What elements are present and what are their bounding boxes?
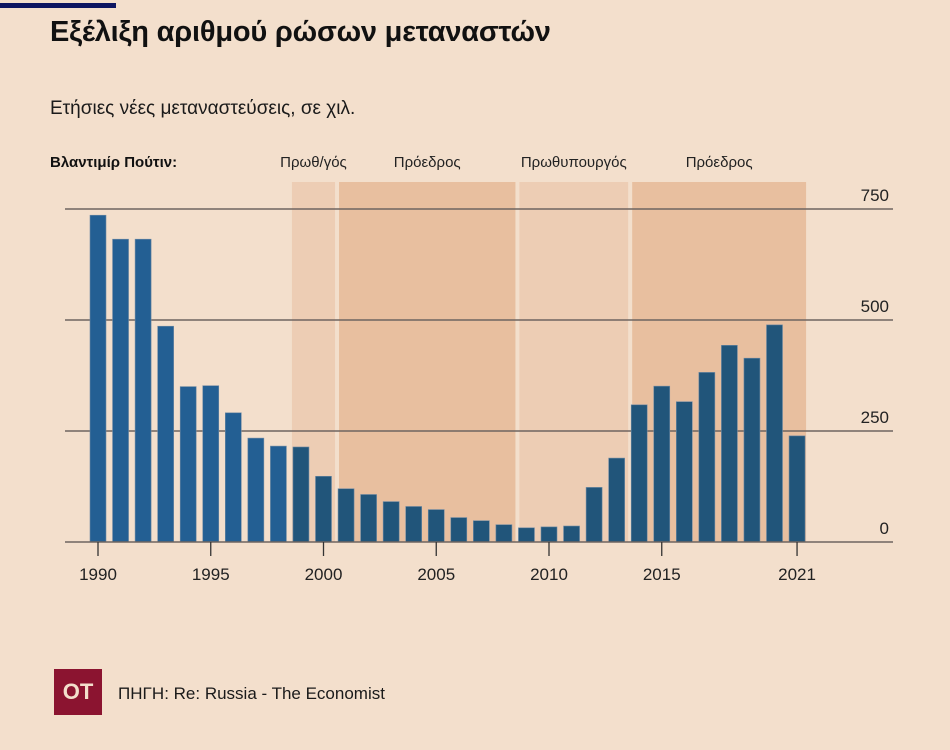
bar-2020 bbox=[766, 324, 783, 543]
bar-1999 bbox=[292, 446, 310, 543]
bar-2001 bbox=[337, 488, 355, 543]
bar-2012 bbox=[585, 487, 603, 543]
bar-1990 bbox=[89, 214, 107, 543]
logo-text: OT bbox=[62, 679, 94, 704]
bar-2017 bbox=[698, 372, 716, 543]
bar-2003 bbox=[382, 501, 400, 543]
bar-2007 bbox=[473, 520, 490, 543]
period-label-president-2: Πρόεδρος bbox=[685, 154, 753, 171]
chart-title: Εξέλιξη αριθμού ρώσων μεταναστών bbox=[50, 16, 551, 48]
bar-2002 bbox=[360, 494, 377, 543]
ot-logo: OT bbox=[54, 669, 102, 715]
bar-1996 bbox=[225, 412, 242, 543]
bar-2000 bbox=[315, 475, 332, 543]
bar-2015 bbox=[653, 385, 671, 543]
period-shade bbox=[339, 182, 516, 542]
top-accent-bar bbox=[0, 3, 116, 8]
bar-2018 bbox=[721, 345, 738, 543]
bar-2016 bbox=[675, 401, 693, 543]
y-tick-label-0: 0 bbox=[880, 519, 889, 538]
y-tick-label-750: 750 bbox=[861, 186, 889, 205]
x-tick-label-2010: 2010 bbox=[530, 565, 568, 584]
x-tick-label-2000: 2000 bbox=[305, 565, 343, 584]
bar-2005 bbox=[427, 509, 445, 543]
period-label-president-1: Πρόεδρος bbox=[393, 154, 461, 171]
bar-2011 bbox=[563, 525, 580, 543]
bar-2008 bbox=[495, 524, 513, 543]
x-tick-label-2015: 2015 bbox=[643, 565, 681, 584]
bars bbox=[89, 214, 806, 543]
x-tick-label-2005: 2005 bbox=[417, 565, 455, 584]
bar-2021 bbox=[788, 435, 806, 543]
bar-1991 bbox=[112, 238, 129, 543]
bar-1997 bbox=[247, 437, 265, 543]
y-tick-labels: 0 250 500 750 bbox=[861, 186, 889, 538]
bar-2019 bbox=[743, 357, 761, 543]
bar-1998 bbox=[270, 445, 287, 543]
chart-subtitle: Ετήσιες νέες μεταναστεύσεις, σε χιλ. bbox=[50, 98, 356, 119]
period-label-pm-1: Πρωθ/γός bbox=[280, 154, 347, 171]
bar-2006 bbox=[450, 517, 468, 543]
bar-2004 bbox=[405, 506, 423, 543]
bar-2013 bbox=[608, 457, 625, 543]
bar-2009 bbox=[518, 527, 535, 543]
bar-1993 bbox=[157, 325, 174, 543]
bar-1995 bbox=[202, 385, 220, 543]
bar-1992 bbox=[134, 238, 152, 543]
x-tick-label-1995: 1995 bbox=[192, 565, 230, 584]
period-label-pm-2: Πρωθυπουργός bbox=[520, 154, 627, 171]
x-tick-labels: 1990 1995 2000 2005 2010 2015 2021 bbox=[79, 565, 816, 584]
y-tick-label-500: 500 bbox=[861, 297, 889, 316]
bar-2014 bbox=[630, 404, 648, 543]
putin-label: Βλαντιμίρ Πούτιν: bbox=[50, 154, 178, 171]
x-tick-label-2021: 2021 bbox=[778, 565, 816, 584]
x-tick-label-1990: 1990 bbox=[79, 565, 117, 584]
bar-2010 bbox=[540, 526, 558, 543]
y-tick-label-250: 250 bbox=[861, 408, 889, 427]
source-text: ΠΗΓΗ: Re: Russia - The Economist bbox=[118, 684, 385, 703]
x-axis bbox=[65, 541, 893, 556]
bar-1994 bbox=[179, 386, 197, 543]
